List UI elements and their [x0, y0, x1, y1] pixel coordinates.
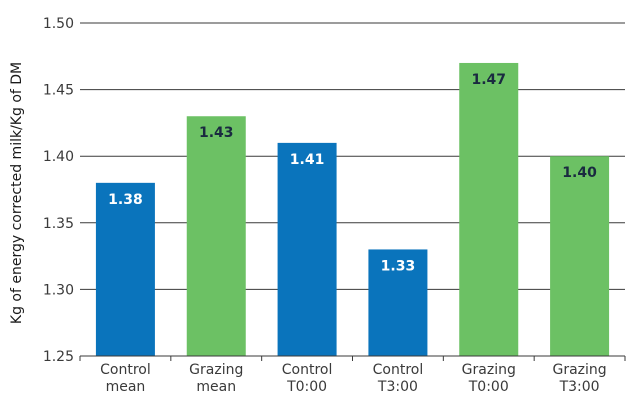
data-label: 1.38 — [108, 192, 143, 208]
x-tick-label: Grazing mean — [189, 362, 243, 395]
x-tick-label: Grazing T0:00 — [462, 362, 516, 395]
bar-3 — [277, 142, 337, 356]
bar-2 — [186, 116, 246, 357]
x-tick-label: Control T3:00 — [373, 362, 424, 395]
data-label: 1.47 — [471, 72, 506, 88]
data-label: 1.40 — [562, 165, 597, 181]
y-tick-label: 1.30 — [43, 282, 74, 298]
bar-5 — [459, 62, 519, 357]
x-tick-label: Control T0:00 — [282, 362, 333, 395]
x-tick-label: Control mean — [100, 362, 151, 395]
gridlines — [80, 22, 625, 290]
y-tick-label: 1.25 — [43, 349, 74, 365]
x-axis — [79, 355, 626, 361]
x-axis-ticks: Control mean Grazing mean Control T0:00 Contro… — [100, 362, 607, 395]
data-label: 1.43 — [199, 125, 234, 141]
y-tick-label: 1.40 — [43, 149, 74, 165]
y-tick-label: 1.50 — [43, 16, 74, 32]
x-tick-label: Grazing T3:00 — [552, 362, 606, 395]
y-tick-label: 1.45 — [43, 83, 74, 99]
bar-1 — [95, 182, 155, 356]
y-axis-label: Kg of energy corrected milk/Kg of DM — [9, 62, 25, 324]
bars: 1.38 1.43 1.41 1.33 1.47 1.40 — [95, 62, 610, 357]
bar-6 — [550, 156, 610, 356]
data-label: 1.33 — [381, 258, 416, 274]
data-label: 1.41 — [290, 152, 325, 168]
bar-4 — [368, 249, 428, 356]
y-tick-label: 1.35 — [43, 216, 74, 232]
y-axis-ticks: 1.25 1.30 1.35 1.40 1.45 1.50 — [43, 16, 74, 365]
